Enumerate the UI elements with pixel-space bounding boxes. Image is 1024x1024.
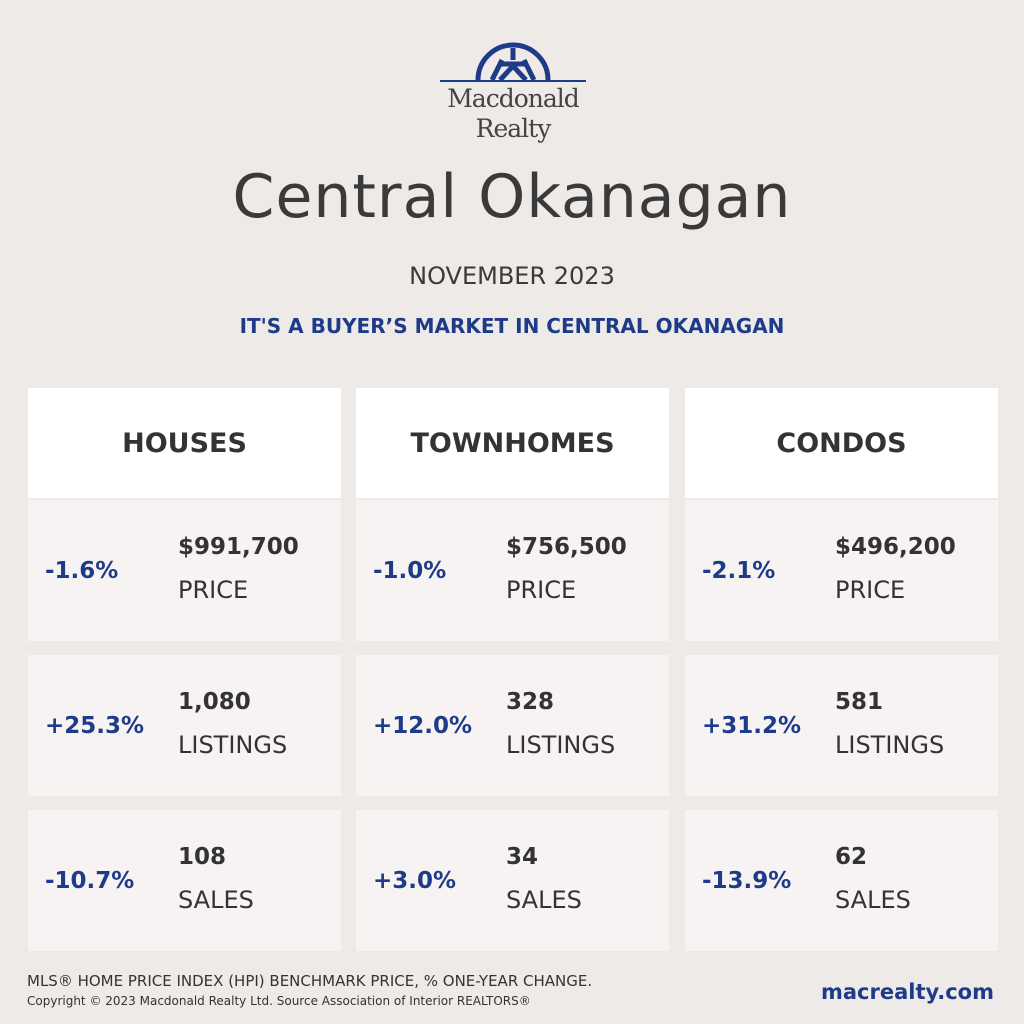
stat-label: PRICE — [506, 576, 577, 604]
percent-change: -10.7% — [45, 867, 135, 894]
logo-arch-icon — [440, 42, 586, 82]
percent-change: -1.0% — [373, 557, 447, 584]
percent-change: +12.0% — [373, 712, 473, 739]
percent-change: +25.3% — [45, 712, 145, 739]
stat-label: LISTINGS — [835, 731, 945, 759]
stat-card: -1.6% $991,700 PRICE — [28, 500, 341, 641]
percent-change: +31.2% — [702, 712, 802, 739]
stat-label: SALES — [178, 886, 254, 914]
report-month: NOVEMBER 2023 — [409, 262, 615, 290]
page-title: Central Okanagan — [232, 162, 792, 232]
category-column-condos: CONDOS -2.1% $496,200 PRICE +31.2% 581 L… — [685, 388, 998, 951]
stat-label: SALES — [506, 886, 582, 914]
percent-change: -1.6% — [45, 557, 119, 584]
tagline: IT'S A BUYER’S MARKET IN CENTRAL OKANAGA… — [239, 314, 785, 338]
category-heading: CONDOS — [685, 388, 998, 498]
stat-label: PRICE — [835, 576, 906, 604]
stat-value: $756,500 — [506, 534, 627, 560]
stat-value: 62 — [835, 844, 868, 870]
percent-change: -2.1% — [702, 557, 776, 584]
stat-card: +31.2% 581 LISTINGS — [685, 655, 998, 796]
stat-card: +12.0% 328 LISTINGS — [356, 655, 669, 796]
footer-copyright: Copyright © 2023 Macdonald Realty Ltd. S… — [27, 994, 531, 1008]
stat-value: 34 — [506, 844, 539, 870]
category-heading: HOUSES — [28, 388, 341, 498]
brand-name-line2: Realty — [475, 114, 552, 143]
stat-label: PRICE — [178, 576, 249, 604]
stat-card: +3.0% 34 SALES — [356, 810, 669, 951]
category-column-townhomes: TOWNHOMES -1.0% $756,500 PRICE +12.0% 32… — [356, 388, 669, 951]
stat-label: LISTINGS — [178, 731, 288, 759]
stat-label: SALES — [835, 886, 911, 914]
stat-card: -13.9% 62 SALES — [685, 810, 998, 951]
stat-value: 1,080 — [178, 689, 251, 715]
stat-value: $991,700 — [178, 534, 299, 560]
category-heading: TOWNHOMES — [356, 388, 669, 498]
brand-name-line1: Macdonald — [447, 84, 580, 113]
percent-change: -13.9% — [702, 867, 792, 894]
category-column-houses: HOUSES -1.6% $991,700 PRICE +25.3% 1,080… — [28, 388, 341, 951]
stat-value: 581 — [835, 689, 884, 715]
website-link[interactable]: macrealty.com — [820, 980, 994, 1004]
stat-value: $496,200 — [835, 534, 956, 560]
stat-label: LISTINGS — [506, 731, 616, 759]
stat-card: -2.1% $496,200 PRICE — [685, 500, 998, 641]
stat-value: 328 — [506, 689, 555, 715]
stat-value: 108 — [178, 844, 227, 870]
percent-change: +3.0% — [373, 867, 457, 894]
footer-note: MLS® HOME PRICE INDEX (HPI) BENCHMARK PR… — [27, 972, 593, 990]
stat-card: -10.7% 108 SALES — [28, 810, 341, 951]
stat-card: -1.0% $756,500 PRICE — [356, 500, 669, 641]
stat-card: +25.3% 1,080 LISTINGS — [28, 655, 341, 796]
brand-logo: Macdonald Realty — [440, 38, 586, 144]
